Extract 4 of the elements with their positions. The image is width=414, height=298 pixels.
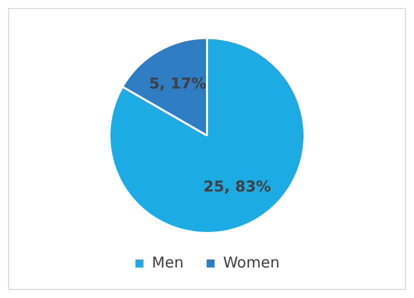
data-label: 25, 83% — [203, 178, 272, 196]
legend-label: Women — [223, 253, 280, 272]
data-label: 5, 17% — [149, 74, 206, 93]
legend-label: Men — [152, 253, 184, 272]
